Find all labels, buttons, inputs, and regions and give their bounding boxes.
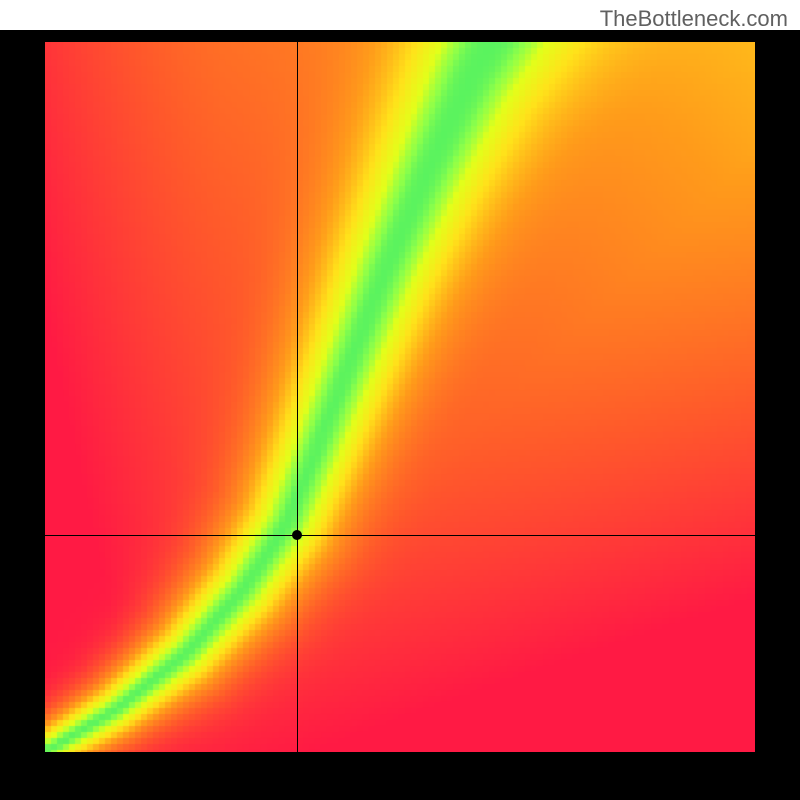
heatmap-plot-area xyxy=(45,42,755,752)
crosshair-horizontal xyxy=(45,535,755,536)
crosshair-marker-dot xyxy=(292,530,302,540)
heatmap-canvas xyxy=(45,42,755,752)
chart-container: TheBottleneck.com xyxy=(0,0,800,800)
plot-outer-frame xyxy=(0,30,800,800)
crosshair-vertical xyxy=(297,42,298,752)
watermark-label: TheBottleneck.com xyxy=(600,6,788,32)
